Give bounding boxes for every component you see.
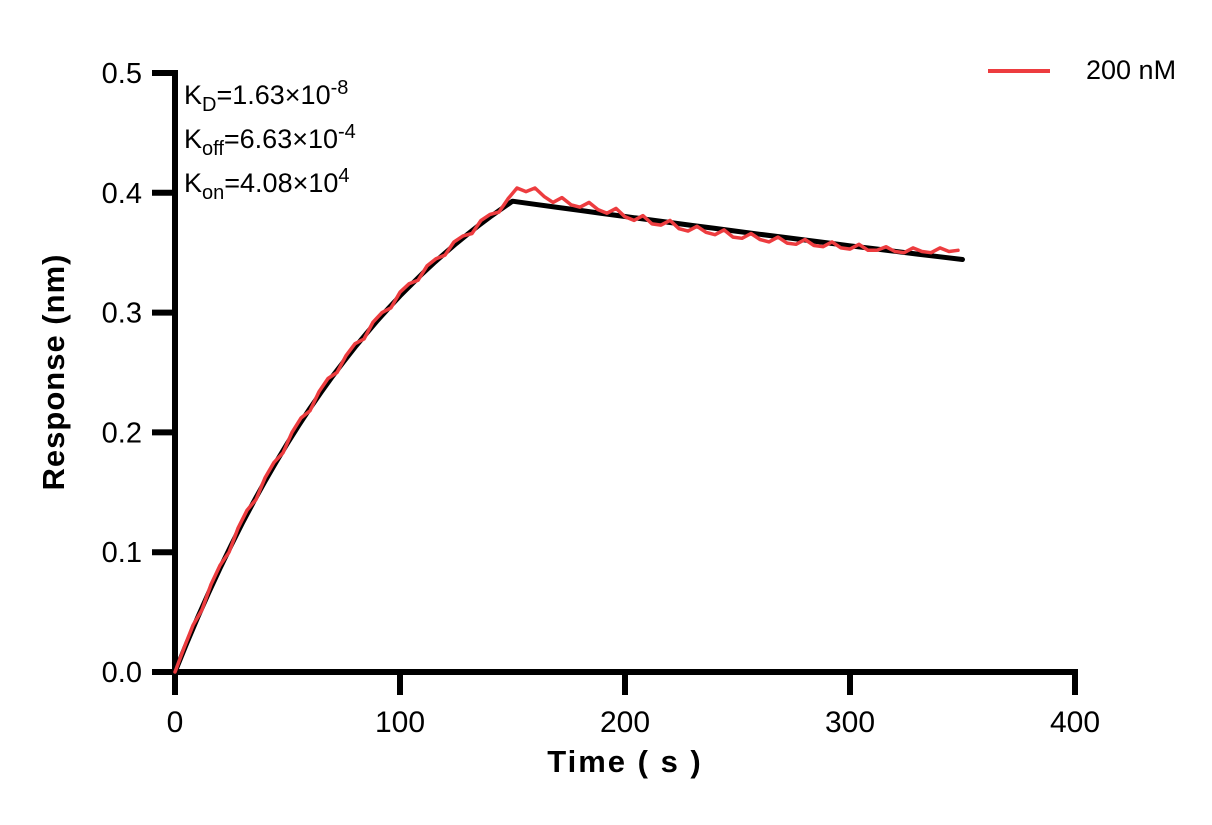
annotation-part: -4	[338, 121, 356, 143]
annotation-part: off	[202, 138, 224, 160]
axes: 0.0 0.1 0.2 0.3 0.4 0.5 0 100 200 300 400	[102, 58, 1100, 739]
y-tick-label: 0.3	[102, 298, 142, 330]
annotation-part: 4	[338, 165, 350, 187]
y-axis-title: Response (nm)	[36, 253, 71, 491]
y-tick-label: 0.0	[102, 657, 142, 689]
x-tick-label: 200	[600, 706, 650, 739]
x-tick-label: 100	[375, 706, 425, 739]
x-axis-title: Time ( s )	[547, 744, 703, 779]
series-200-nm	[173, 186, 960, 674]
series-fit	[172, 198, 965, 675]
annotation-part: K	[184, 80, 203, 110]
legend-label: 200 nM	[1086, 55, 1177, 85]
annotation-part: K	[184, 168, 203, 198]
legend-line-swatch	[988, 69, 1050, 73]
annotation-part: =6.63×10	[223, 124, 339, 154]
annotation-koff: Koff=6.63×10-4	[184, 110, 356, 160]
x-tick-label: 300	[825, 706, 875, 739]
x-tick-label: 0	[167, 706, 184, 739]
y-tick-label: 0.5	[102, 58, 142, 90]
annotation-part: K	[184, 124, 203, 154]
series-curves	[172, 186, 965, 675]
annotation-part: on	[202, 182, 225, 204]
legend: 200 nM	[988, 56, 1176, 84]
annotation-kon: Kon=4.08×104	[184, 154, 356, 204]
annotation-kd: KD=1.63×10-8	[184, 66, 356, 116]
annotation-part: D	[202, 94, 217, 116]
annotation-part: =1.63×10	[216, 80, 331, 110]
annotation-part: -8	[330, 77, 349, 99]
y-tick-label: 0.4	[102, 178, 142, 210]
y-tick-label: 0.2	[102, 417, 142, 449]
kinetic-annotations: KD=1.63×10-8 Koff=6.63×10-4 Kon=4.08×104	[184, 66, 356, 204]
y-tick-label: 0.1	[102, 537, 142, 569]
annotation-part: =4.08×10	[224, 168, 339, 198]
x-tick-label: 400	[1050, 706, 1100, 739]
